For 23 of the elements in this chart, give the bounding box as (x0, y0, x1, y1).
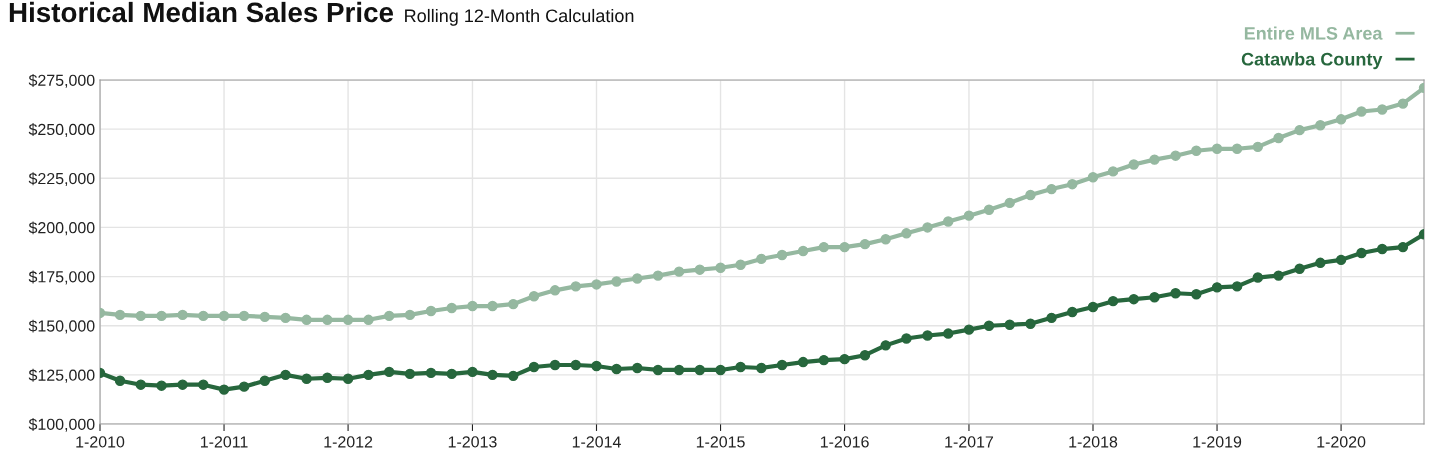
x-tick-label: 1-2011 (200, 436, 248, 448)
y-tick-label: $250,000 (28, 123, 95, 137)
x-tick-label: 1-2014 (572, 436, 621, 448)
chart-subtitle: Rolling 12-Month Calculation (405, 8, 634, 26)
x-tick-label: 1-2010 (76, 436, 125, 448)
x-tick-label: 1-2013 (448, 436, 497, 448)
y-tick-label: $150,000 (28, 319, 95, 334)
x-tick-label: 1-2016 (820, 436, 869, 448)
y-tick-label: $100,000 (28, 417, 95, 432)
y-tick-label: $200,000 (28, 221, 95, 236)
x-tick-label: 1-2015 (696, 436, 745, 448)
legend-label: Catawba County (1241, 52, 1383, 70)
y-tick-label: $175,000 (28, 270, 95, 285)
y-tick-label: $225,000 (28, 172, 95, 187)
x-tick-label: 1-2018 (1069, 436, 1118, 448)
x-tick-label: 1-2019 (1193, 436, 1242, 448)
x-tick-label: 1-2012 (324, 436, 373, 448)
x-tick-label: 1-2020 (1317, 436, 1366, 448)
y-tick-label: $125,000 (28, 368, 95, 383)
chart-title: Historical Median Sales Price (9, 1, 394, 23)
legend-label: Entire MLS Area (1244, 26, 1383, 40)
x-tick-label: 1-2017 (945, 436, 994, 448)
y-tick-label: $275,000 (28, 73, 95, 88)
